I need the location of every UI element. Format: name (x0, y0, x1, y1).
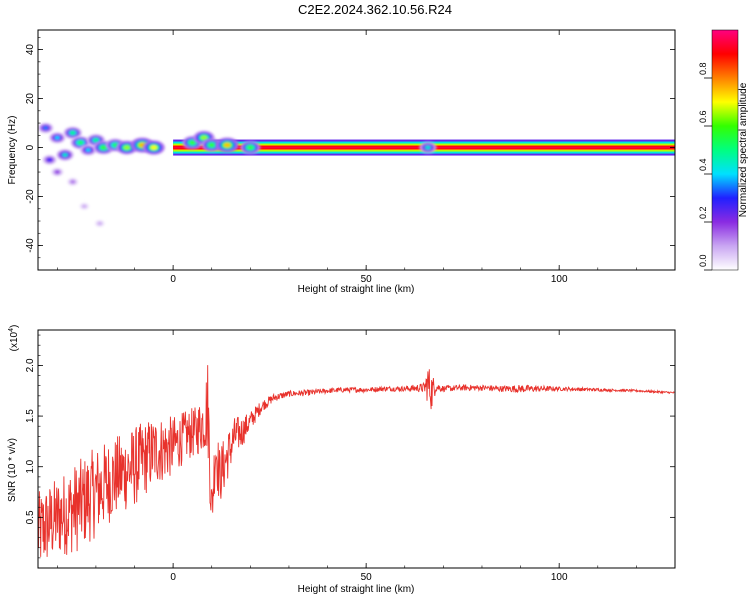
snr-plot-area (38, 330, 675, 568)
spectral-blob (42, 154, 57, 165)
spectrogram-ytick-label: 0 (25, 144, 36, 150)
spectrogram-features (38, 122, 675, 228)
spectrogram-panel: 0 50 100 -40 -20 0 20 40 Height of straight lin… (7, 29, 676, 295)
colorbar-tick-label: 0.6 (698, 110, 708, 123)
snr-ytick-label: 2.0 (25, 358, 36, 372)
colorbar-tick-label: 0.0 (698, 254, 708, 267)
spectrogram-ylabel: Frequency (Hz) (7, 116, 18, 185)
snr-ylabel: SNR (10 * v/v) (7, 438, 18, 502)
spectral-blob-ring (189, 140, 196, 145)
spectral-blob-ring (98, 222, 102, 225)
snr-xtick-label: 0 (170, 572, 176, 583)
spectral-blob-ring (150, 145, 158, 150)
colorbar-label: Normalized spectral amplitude (738, 82, 749, 217)
spectral-blob (215, 137, 239, 153)
spectral-blob-ring (54, 136, 60, 140)
snr-ytick-label: 0.5 (25, 510, 36, 524)
snr-ytick-label: 1.0 (25, 459, 36, 473)
spectral-blob-ring (200, 135, 208, 140)
colorbar-tick-label: 0.4 (698, 158, 708, 171)
spectral-blob-ring (247, 145, 254, 150)
spectral-blob (80, 144, 97, 156)
spectral-blob (201, 138, 222, 152)
spectral-blob-ring (208, 143, 215, 148)
spectral-blob-ring (55, 170, 60, 174)
colorbar-bar (711, 29, 739, 271)
spectrogram-ytick-label: -40 (25, 238, 36, 253)
spectral-blob (70, 136, 90, 149)
spectral-blob-ring (77, 140, 84, 145)
spectral-blob-ring (82, 205, 86, 208)
spectral-blob-ring (425, 145, 431, 150)
spectral-blob (38, 122, 54, 134)
spectral-blob-ring (70, 131, 76, 135)
snr-frame (37, 329, 676, 569)
snr-xtick-label: 100 (551, 572, 568, 583)
spectrogram-ytick-label: 40 (25, 44, 36, 56)
spectral-blob-ring (100, 145, 107, 150)
snr-ytick-label: 1.5 (25, 409, 36, 423)
spectrogram-xtick-label: 0 (170, 274, 176, 285)
spectral-blob (240, 140, 261, 155)
snr-xlabel: Height of straight line (km) (298, 584, 415, 595)
snr-series-line (38, 365, 675, 557)
spectral-blob (56, 149, 74, 161)
spectral-blob (63, 126, 82, 139)
spectrogram-ytick-label: 20 (25, 93, 36, 105)
spectral-blob (79, 202, 90, 210)
spectral-blob-ring (43, 126, 48, 130)
colorbar-tick-label: 0.2 (698, 206, 708, 219)
spectral-blob-ring (85, 148, 91, 152)
spectrogram-frame (37, 29, 676, 271)
spectral-blob (419, 141, 437, 154)
spectral-blob (49, 132, 66, 144)
spectral-blob-ring (71, 180, 75, 184)
spectral-blob-ring (93, 138, 99, 143)
spectral-blob-ring (123, 145, 130, 150)
colorbar: 0.0 0.2 0.4 0.6 0.8 Normalized spectral ampl… (698, 29, 749, 271)
snr-panel: 0 50 100 0.5 1.0 1.5 2.0 Height of straight li… (7, 325, 676, 595)
colorbar-tick-label: 0.8 (698, 62, 708, 75)
snr-axes: 0 50 100 0.5 1.0 1.5 2.0 (25, 330, 676, 583)
spectrogram-xtick-label: 50 (361, 274, 373, 285)
figure-title: C2E2.2024.362.10.56.R24 (298, 2, 452, 17)
spectral-blob (67, 177, 79, 186)
spectrogram-xlabel: Height of straight line (km) (298, 284, 415, 295)
spectrogram-xtick-label: 100 (551, 274, 568, 285)
spectrogram-ytick-label: -20 (25, 189, 36, 204)
colorbar-ticks: 0.0 0.2 0.4 0.6 0.8 (698, 62, 712, 271)
spectral-blob (94, 219, 105, 228)
spectral-blob (142, 140, 165, 155)
spectral-blob-ring (47, 158, 52, 162)
snr-xtick-label: 50 (361, 572, 373, 583)
spectral-blob-ring (223, 142, 231, 148)
snr-multiplier: (x104) (8, 325, 20, 352)
spectral-blob (51, 167, 64, 177)
spectral-blob-ring (62, 153, 68, 157)
